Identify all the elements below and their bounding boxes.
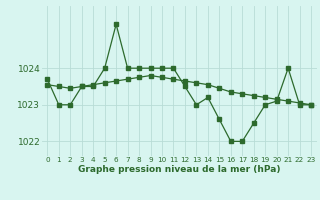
X-axis label: Graphe pression niveau de la mer (hPa): Graphe pression niveau de la mer (hPa) [78,165,280,174]
